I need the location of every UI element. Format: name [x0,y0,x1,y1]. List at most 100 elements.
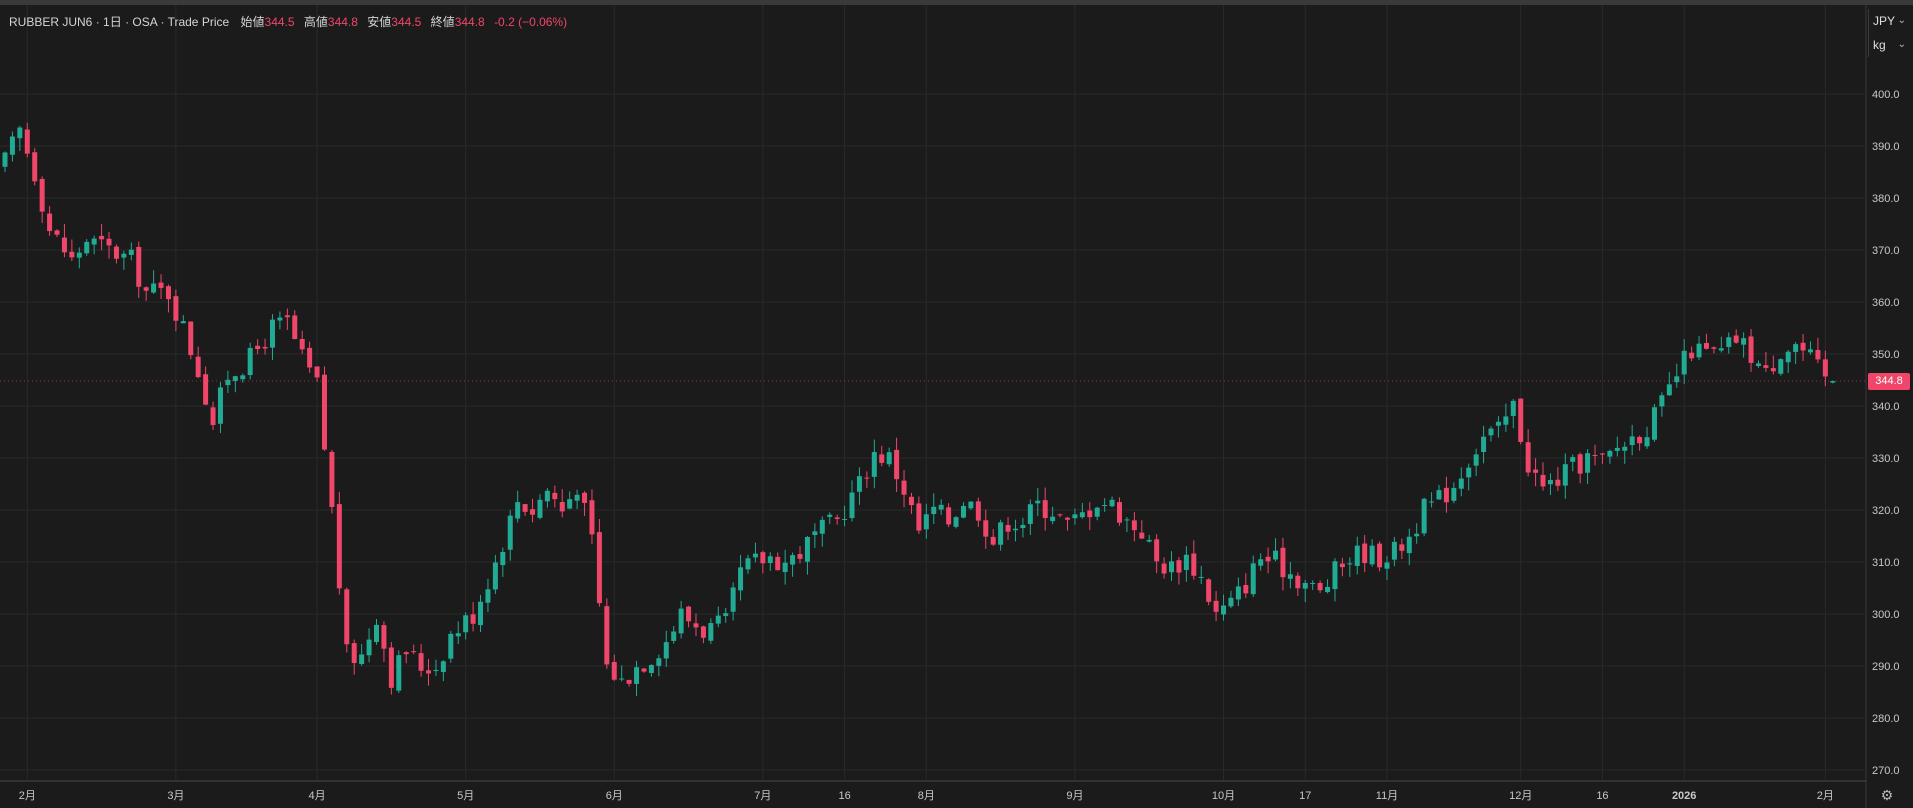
candle [492,554,498,594]
candle [1057,513,1063,518]
candle-body [938,504,944,510]
candle [1280,537,1286,591]
candle [1696,335,1702,360]
candle [1235,577,1241,606]
candle-body [864,477,870,479]
candle-body [782,562,788,573]
candle [760,550,766,574]
candle [960,502,966,519]
candle [1124,517,1130,532]
candle [1637,435,1643,451]
candle [1042,487,1048,531]
candle [210,401,216,430]
candle-body [953,517,959,527]
candle-body [1429,501,1435,503]
candle-body [975,501,981,521]
candle [1176,557,1182,585]
candle-body [1072,514,1078,519]
candle [1198,565,1204,585]
candle [1466,463,1472,491]
candle [1414,523,1420,544]
candle [1540,462,1546,491]
candle-body [99,235,105,240]
candle-body [552,492,558,500]
candle-body [255,345,261,350]
candle-body [1273,550,1279,560]
candle [522,504,528,516]
candle [165,284,171,313]
candle-body [321,374,327,450]
candle [552,485,558,508]
candle-body [485,589,491,603]
candle-body [492,562,498,590]
currency-select[interactable]: JPY ⌄ [1868,9,1910,33]
candle-body [960,506,966,518]
candle-body [1451,487,1457,501]
candle-body [589,500,595,535]
candle-body [1377,543,1383,568]
candle-body [344,589,350,645]
time-axis[interactable]: 2月 3月 4月 5月 6月 7月 16 8月 9月 10月 17 11月 12月 16 2026 2月 [19,790,1834,802]
candle-body [381,625,387,649]
candle-body [671,631,677,641]
top-border [0,0,1913,5]
currency-value: JPY [1873,14,1896,28]
symbol-label[interactable]: RUBBER JUN6 [9,15,93,29]
candle [1206,578,1212,606]
candle-body [641,668,647,672]
candle [656,654,662,677]
candle [1473,448,1479,477]
candle-body [359,654,365,664]
candle [1741,332,1747,358]
candle [975,497,981,527]
candle [151,270,157,294]
candle [128,242,134,261]
candle-body [626,679,632,684]
candle [1755,360,1761,368]
change-value: -0.2 (−0.06%) [494,15,568,29]
price-axis[interactable]: 270.0 280.0 290.0 300.0 310.0 320.0 330.0 340.0… [1872,89,1900,777]
candle [1310,580,1316,590]
candle-body [173,296,179,321]
candle [1748,329,1754,372]
candle-body [530,509,536,515]
candle-body [567,499,573,509]
candle-body [804,536,810,562]
candle-body [232,376,238,381]
candle-body [1741,338,1747,345]
candle-body [730,587,736,612]
settings-icon[interactable]: ⚙ [1880,787,1894,803]
candle [1763,352,1769,372]
candle-body [1035,500,1041,504]
candle-body [715,615,721,624]
candle [1384,556,1390,581]
candle-body [54,230,60,235]
candle [411,644,417,655]
candle-body [76,252,82,258]
candle-body [1666,384,1672,396]
time-tick-label: 11月 [1376,790,1398,802]
candle-body [1733,335,1739,343]
candle-body [1213,600,1219,612]
candle [1302,579,1308,603]
unit-select[interactable]: kg ⌄ [1868,33,1910,57]
candle-body [1651,407,1657,440]
candle-body [856,476,862,492]
candle-body [463,615,469,633]
candle-body [143,287,149,291]
candle-body [284,315,290,318]
candle [1443,476,1449,513]
candle-body [752,553,758,558]
candle [336,491,342,595]
candle [478,594,484,633]
candle-body [277,317,283,321]
candle [321,366,327,451]
candle [1131,512,1137,542]
open-label: 始値 [240,15,265,29]
candle-body [604,606,610,665]
candle-body [1399,544,1405,551]
candle-body [1191,553,1197,576]
candle [113,244,119,264]
candle-body [1755,363,1761,366]
